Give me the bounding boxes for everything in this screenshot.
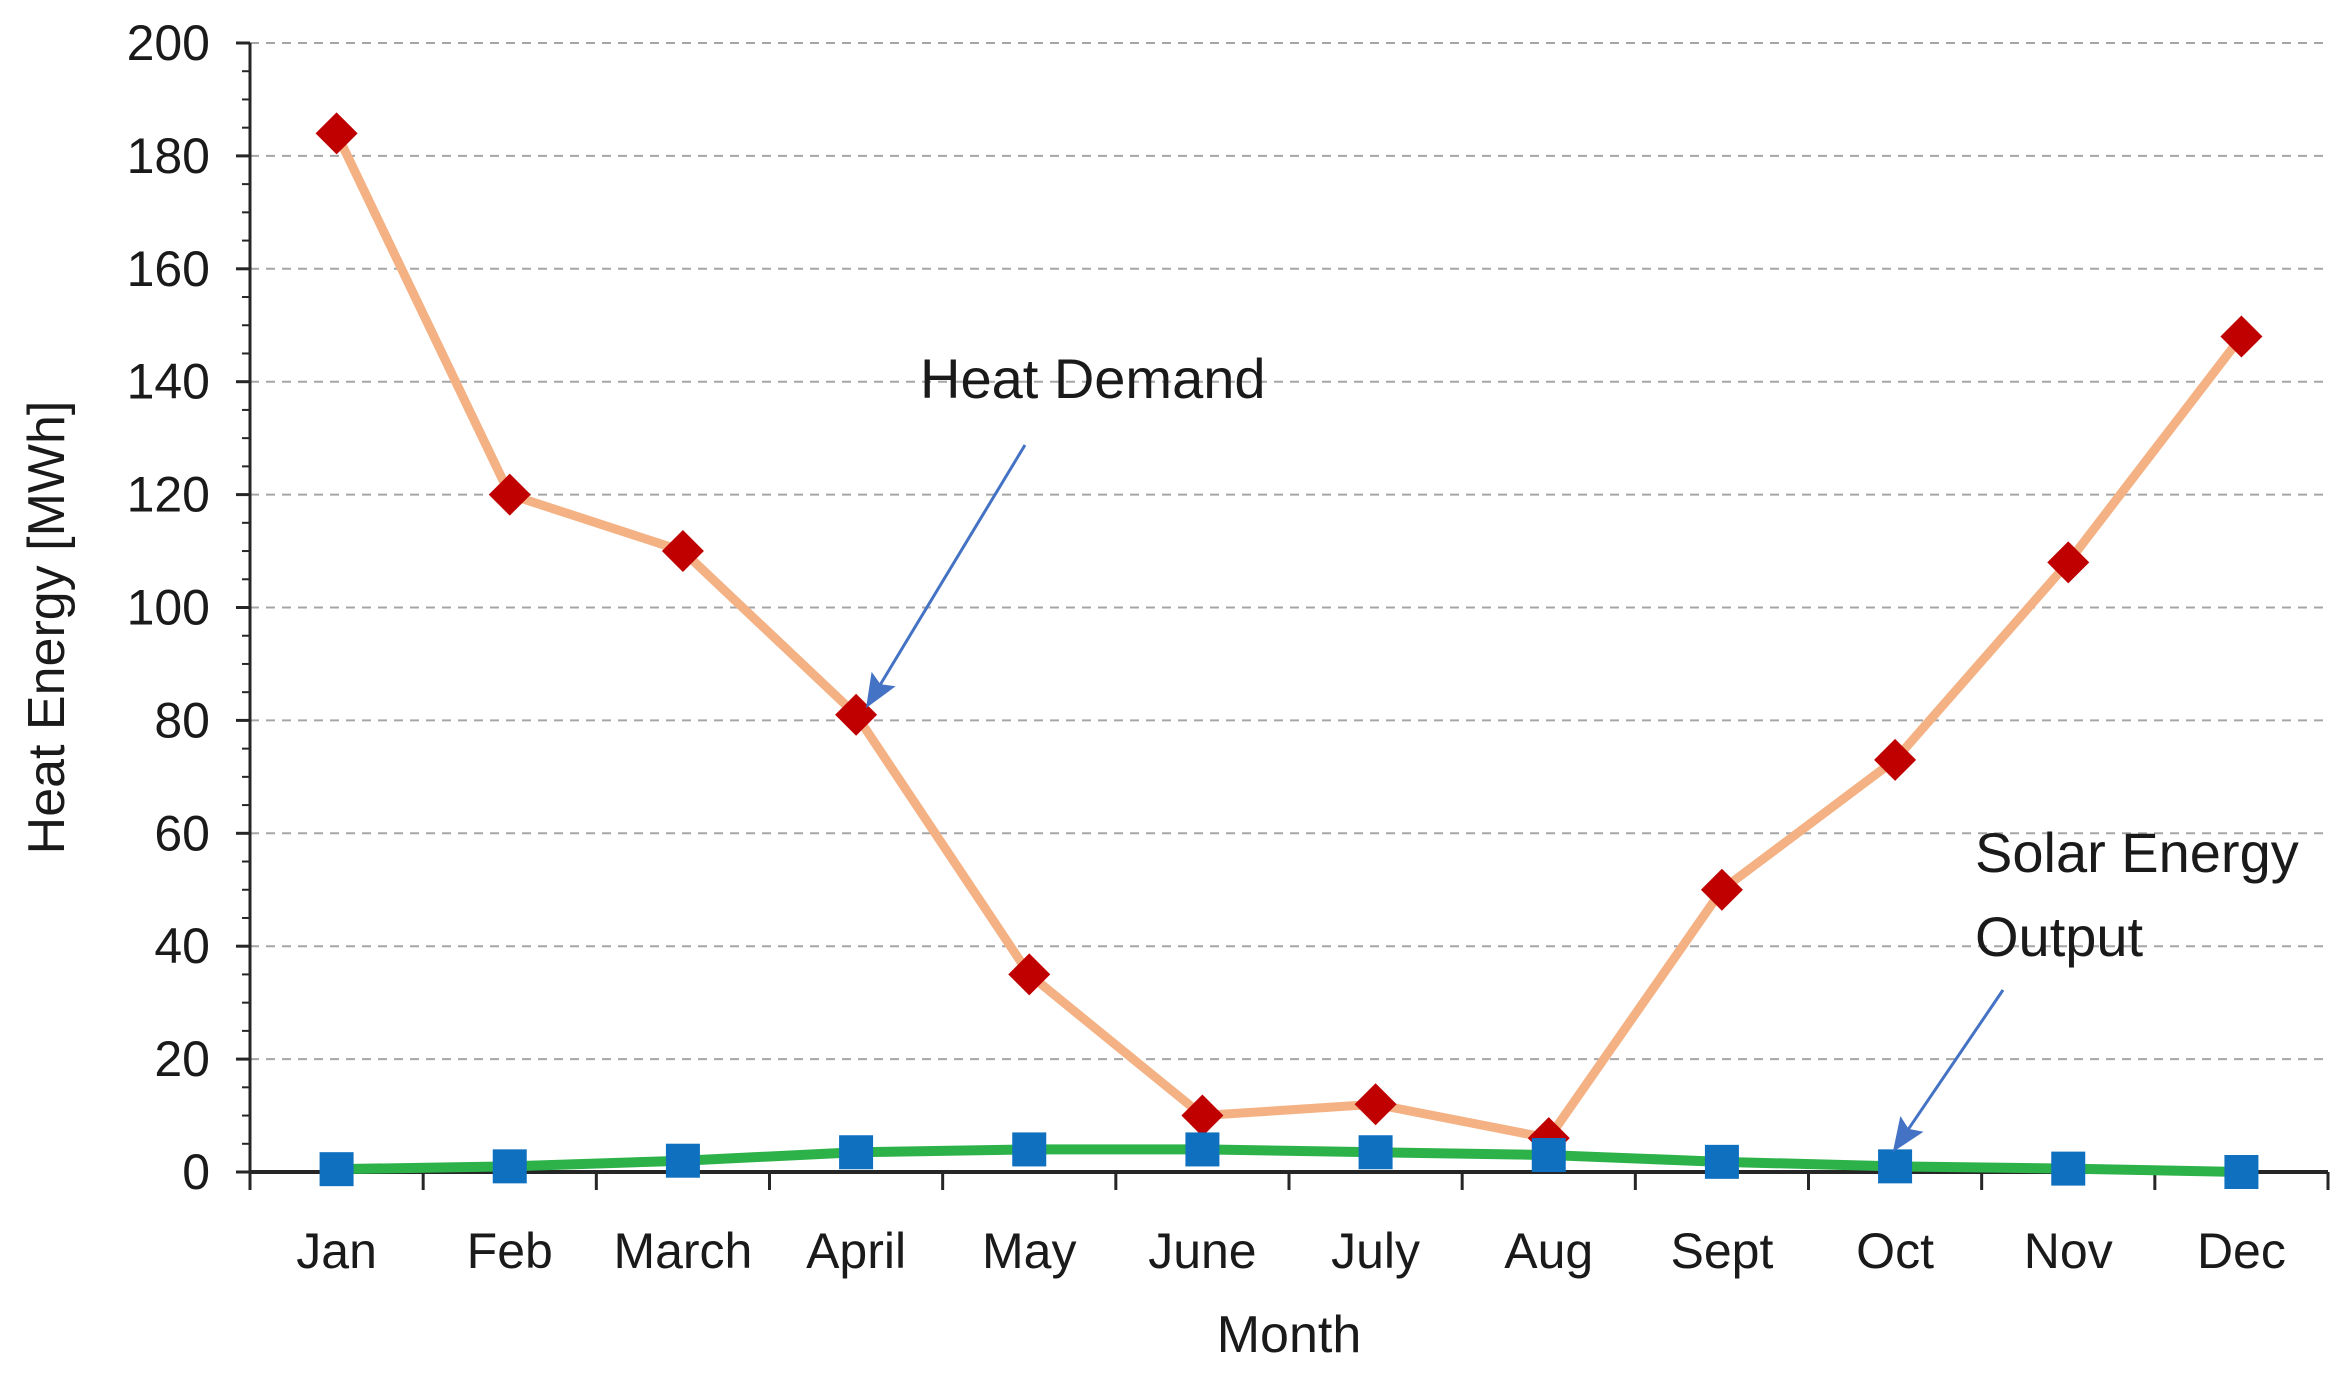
x-axis-title: Month [1217, 1306, 1362, 1364]
data-point-diamond [2047, 541, 2090, 584]
data-point-square [2224, 1155, 2259, 1189]
data-point-diamond [1354, 1083, 1397, 1126]
y-tick-label: 40 [154, 918, 210, 974]
data-point-diamond [1700, 868, 1743, 911]
data-point-square [1185, 1132, 1220, 1167]
x-tick-label: Feb [467, 1223, 553, 1279]
x-tick-label: May [982, 1223, 1076, 1279]
data-point-diamond [1874, 738, 1917, 781]
x-tick-label: March [613, 1223, 752, 1279]
x-tick-label: Dec [2197, 1223, 2286, 1279]
x-tick-label: June [1148, 1223, 1256, 1279]
series-solar-energy-output [319, 1132, 2259, 1189]
annotation-arrow [1892, 989, 2005, 1153]
y-tick-label: 200 [127, 15, 210, 71]
y-tick-label: 60 [154, 805, 210, 861]
annotation-arrow [866, 444, 1027, 709]
data-point-diamond [1008, 953, 1051, 996]
y-tick-label: 0 [182, 1144, 210, 1200]
data-point-square [839, 1135, 874, 1170]
x-tick-label: Nov [2024, 1223, 2113, 1279]
axes [236, 41, 2330, 1190]
y-tick-label: 20 [154, 1031, 210, 1087]
annotations: Heat Demand Solar Energy Output [866, 347, 2299, 1153]
y-tick-label: 100 [127, 580, 210, 636]
data-point-square [665, 1143, 700, 1178]
y-tick-label: 160 [127, 241, 210, 297]
labels: 0 20 40 60 80 100 120 140 160 180 200 Jan Feb March Ap… [18, 15, 2286, 1364]
annotation-label: Output [1975, 905, 2144, 968]
data-point-square [1878, 1149, 1913, 1184]
gridlines [250, 42, 2328, 1061]
series [315, 112, 2263, 1189]
data-point-square [1704, 1144, 1739, 1179]
data-point-diamond [315, 112, 358, 155]
annotation-label: Heat Demand [920, 347, 1266, 410]
series-line [332, 128, 2246, 1143]
data-point-diamond [488, 473, 531, 516]
y-axis-title: Heat Energy [MWh] [18, 401, 76, 855]
x-tick-label: April [806, 1223, 906, 1279]
y-tick-label: 120 [127, 467, 210, 523]
x-tick-label: Sept [1670, 1223, 1773, 1279]
y-tick-label: 140 [127, 354, 210, 410]
data-point-square [1531, 1138, 1566, 1173]
y-tick-label: 80 [154, 692, 210, 748]
annotation-0: Heat Demand [866, 347, 1266, 709]
data-point-diamond [1181, 1094, 1224, 1137]
data-point-square [1358, 1135, 1393, 1170]
data-point-diamond [661, 530, 704, 573]
data-point-square [1012, 1132, 1047, 1167]
annotation-label: Solar Energy [1975, 821, 2299, 884]
x-tick-label: July [1331, 1223, 1420, 1279]
series-line [331, 1144, 2247, 1177]
x-tick-label: Oct [1856, 1223, 1934, 1279]
data-point-square [319, 1152, 354, 1187]
data-point-square [492, 1149, 527, 1184]
x-tick-label: Aug [1504, 1223, 1593, 1279]
data-point-diamond [2220, 315, 2263, 358]
y-tick-label: 180 [127, 128, 210, 184]
annotation-1: Solar Energy Output [1892, 821, 2299, 1153]
data-point-square [2051, 1151, 2086, 1186]
x-tick-label: Jan [296, 1223, 377, 1279]
